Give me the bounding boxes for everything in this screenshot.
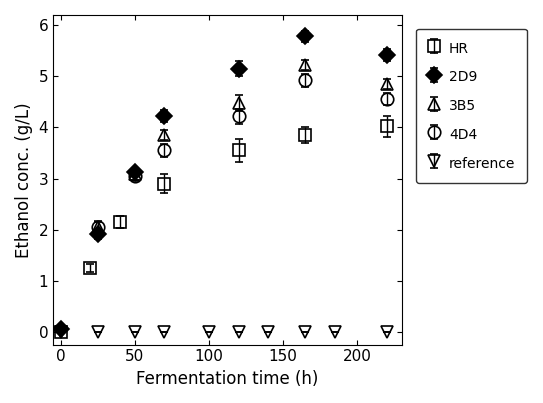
Y-axis label: Ethanol conc. (g/L): Ethanol conc. (g/L) [15, 102, 33, 258]
Legend: HR, 2D9, 3B5, 4D4, reference: HR, 2D9, 3B5, 4D4, reference [416, 29, 527, 183]
X-axis label: Fermentation time (h): Fermentation time (h) [136, 370, 319, 388]
